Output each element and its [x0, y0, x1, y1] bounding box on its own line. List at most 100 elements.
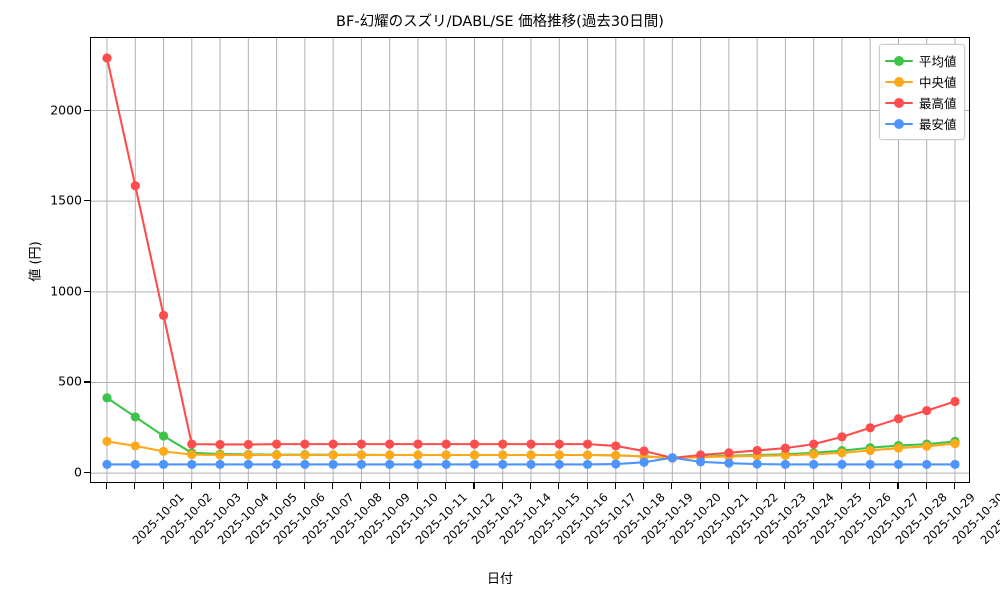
x-tick-mark — [219, 483, 221, 489]
data-point — [158, 310, 169, 320]
x-tick-mark — [897, 483, 899, 489]
data-point — [724, 448, 734, 458]
data-point — [582, 450, 593, 460]
data-point — [102, 53, 112, 63]
data-point — [441, 450, 451, 460]
data-point — [102, 436, 112, 446]
data-point — [611, 441, 621, 451]
x-tick-mark — [586, 483, 588, 489]
legend-label: 最安値 — [919, 117, 957, 132]
x-tick-mark — [134, 483, 136, 489]
y-tick-mark — [84, 381, 90, 383]
x-tick-mark — [162, 483, 164, 489]
x-tick-mark — [840, 483, 843, 489]
series-最高値 — [102, 53, 960, 463]
data-point — [130, 459, 140, 470]
x-tick-mark — [925, 483, 927, 489]
data-point — [696, 450, 706, 460]
data-point — [187, 459, 197, 470]
x-tick-mark — [954, 483, 956, 489]
x-tick-mark — [812, 483, 814, 489]
data-point — [526, 459, 536, 470]
data-point — [300, 459, 310, 470]
y-tick-label: 1500 — [50, 192, 82, 208]
data-point — [215, 459, 225, 470]
data-point — [582, 439, 593, 449]
x-tick-mark — [699, 483, 701, 489]
y-axis-label: 値 (円) — [28, 241, 44, 282]
data-point — [413, 450, 423, 460]
data-point — [554, 450, 564, 460]
data-point — [441, 459, 451, 470]
plot-area — [90, 37, 970, 483]
data-point — [922, 405, 932, 416]
legend-item-平均値[interactable]: 平均値 — [885, 50, 957, 71]
y-tick-label: 2000 — [50, 102, 82, 118]
data-point — [639, 446, 649, 456]
x-tick-mark — [727, 483, 729, 489]
legend-marker-icon — [885, 96, 913, 110]
data-point — [130, 181, 140, 191]
y-tick-mark — [84, 472, 90, 474]
data-point — [526, 450, 536, 460]
x-tick-mark — [303, 483, 305, 489]
data-point — [413, 439, 423, 449]
data-point — [498, 439, 508, 449]
data-point — [639, 457, 649, 467]
data-point — [837, 448, 847, 458]
data-point — [582, 459, 593, 470]
x-tick-mark — [388, 483, 390, 489]
x-tick-mark — [360, 483, 362, 489]
y-tick-label: 500 — [58, 373, 82, 389]
data-point — [102, 459, 112, 470]
legend-label: 中央値 — [919, 75, 957, 90]
data-point — [780, 450, 791, 460]
data-point — [893, 459, 904, 470]
data-point — [243, 459, 253, 470]
data-point — [724, 458, 734, 468]
data-point — [130, 441, 140, 451]
data-point — [356, 450, 366, 460]
data-point — [158, 459, 169, 470]
data-point — [243, 439, 253, 450]
data-point — [498, 450, 508, 460]
x-axis-label: 日付 — [486, 572, 513, 587]
x-tick-mark — [869, 483, 871, 489]
data-point — [752, 459, 762, 469]
data-point — [498, 459, 508, 470]
data-point — [356, 439, 366, 449]
data-point — [300, 439, 310, 449]
legend-item-最高値[interactable]: 最高値 — [885, 92, 957, 113]
data-point — [752, 445, 762, 456]
data-point — [158, 446, 169, 456]
data-point — [130, 412, 140, 422]
data-point — [780, 443, 791, 453]
data-point — [865, 445, 875, 456]
data-point — [922, 459, 932, 470]
data-point — [554, 459, 564, 470]
x-tick-mark — [416, 483, 419, 489]
legend-item-最安値[interactable]: 最安値 — [885, 113, 957, 134]
data-point — [158, 431, 169, 441]
y-tick-mark — [84, 109, 90, 111]
y-tick-mark — [84, 200, 90, 202]
x-tick-mark — [558, 483, 560, 489]
x-tick-mark — [784, 483, 786, 489]
data-point — [809, 439, 819, 449]
legend-item-中央値[interactable]: 中央値 — [885, 71, 957, 92]
data-series-layer — [102, 53, 960, 470]
x-tick-mark — [247, 483, 249, 489]
data-point — [328, 450, 338, 460]
data-point — [300, 450, 310, 460]
legend-marker-icon — [885, 117, 913, 131]
data-point — [809, 449, 819, 459]
legend-label: 平均値 — [919, 54, 957, 69]
data-point — [809, 459, 819, 470]
data-point — [554, 439, 564, 449]
data-point — [667, 453, 677, 463]
legend-marker-icon — [885, 75, 913, 89]
data-point — [893, 414, 904, 424]
x-tick-mark — [756, 483, 758, 489]
x-tick-mark — [643, 483, 645, 489]
